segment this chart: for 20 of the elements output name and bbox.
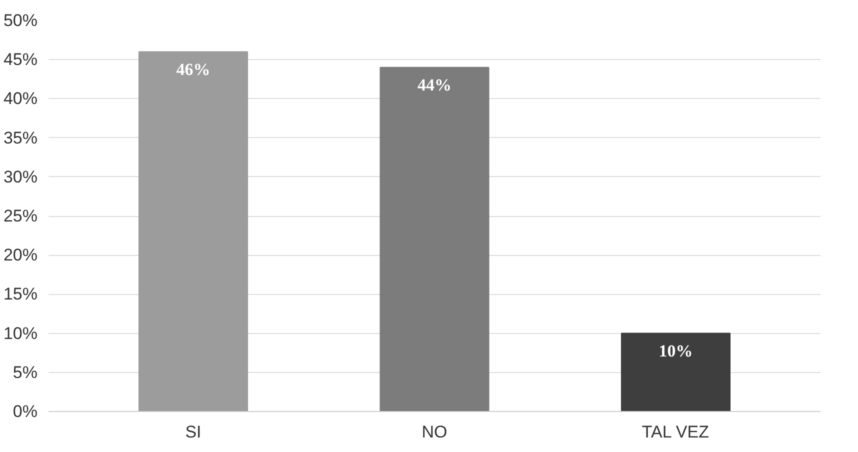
bar — [138, 51, 248, 412]
x-tick-label: TAL VEZ — [642, 422, 709, 442]
y-tick-label: 5% — [12, 362, 38, 382]
y-tick-label: 15% — [3, 284, 38, 304]
y-tick-label: 0% — [12, 402, 38, 421]
y-tick-label: 40% — [3, 89, 38, 108]
data-label: 44% — [418, 75, 452, 94]
y-tick-label: 10% — [3, 324, 38, 343]
y-tick-label: 35% — [3, 128, 38, 148]
data-label: 10% — [658, 341, 693, 360]
y-tick-label: 20% — [3, 246, 38, 265]
y-tick-label: 30% — [3, 167, 38, 186]
y-tick-label: 45% — [3, 50, 38, 70]
x-tick-label: SI — [185, 422, 202, 442]
bar — [620, 332, 731, 412]
x-tick-label: NO — [422, 422, 448, 442]
y-tick-label: 25% — [3, 206, 38, 226]
bar — [380, 66, 490, 412]
y-tick-label: 50% — [3, 11, 38, 30]
data-label: 46% — [176, 60, 210, 79]
